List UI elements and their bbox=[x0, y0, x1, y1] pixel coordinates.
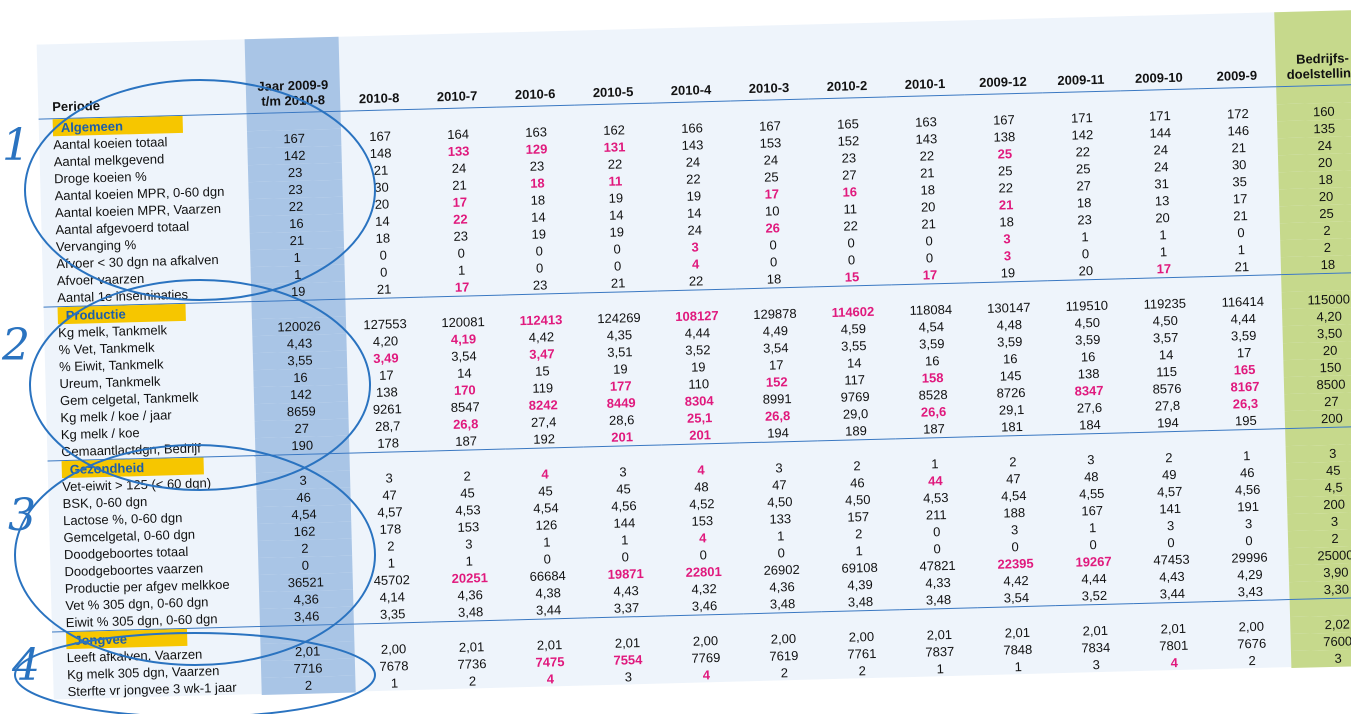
ellipse bbox=[29, 279, 371, 491]
ellipse bbox=[14, 632, 376, 714]
ellipse bbox=[14, 444, 376, 666]
hand-number: 3 bbox=[8, 490, 36, 541]
hand-number: 2 bbox=[2, 320, 30, 371]
hand-number: 4 bbox=[12, 640, 40, 691]
ellipse bbox=[24, 79, 376, 301]
hand-number: 1 bbox=[2, 120, 30, 171]
